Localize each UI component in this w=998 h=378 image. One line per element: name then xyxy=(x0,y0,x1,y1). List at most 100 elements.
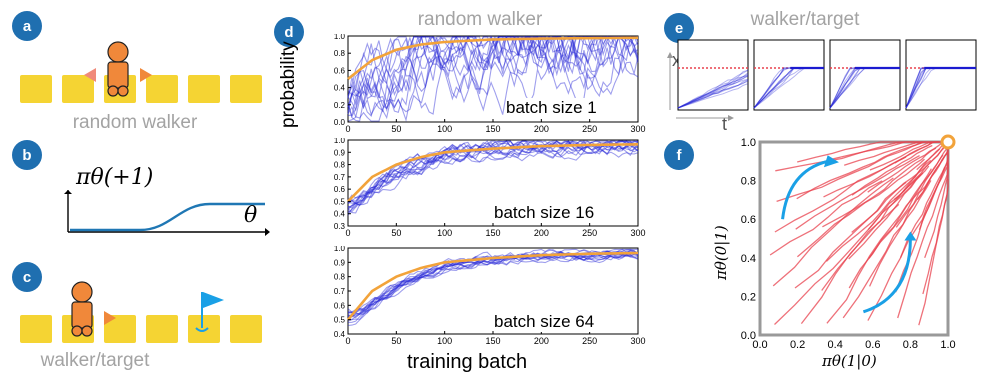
panel-d-ylabel: probability xyxy=(278,41,299,128)
trace-line xyxy=(347,140,639,209)
trace-line xyxy=(347,249,639,324)
floor-tile xyxy=(146,75,178,103)
panel-badge-f: f xyxy=(664,140,694,170)
floor-tile xyxy=(230,315,262,343)
flow-line xyxy=(893,142,949,200)
x-tick-label: 300 xyxy=(630,124,645,134)
y-tick-label: 1.0 xyxy=(334,138,346,145)
trace-line xyxy=(348,248,639,317)
x-tick-label: 0 xyxy=(345,228,350,238)
e-frame xyxy=(753,39,825,111)
trace-line xyxy=(347,35,638,118)
x-tick-label: 250 xyxy=(582,336,597,346)
x-tick-label: 200 xyxy=(534,336,549,346)
x-tick-label: 0 xyxy=(345,124,350,134)
x-tick-label: 0.2 xyxy=(790,339,805,351)
y-tick-label: 0.7 xyxy=(334,287,346,296)
trace-line xyxy=(347,140,639,209)
y-tick-label: 0.4 xyxy=(334,84,346,93)
panel-e-trajectories xyxy=(667,39,977,121)
flow-line xyxy=(818,141,923,165)
target-point xyxy=(940,134,956,150)
chart-d2-batch-16: 0 50 100 150 200 250 300 0.3 0.4 0.5 0.6 0.7 0.8 0.9 1… xyxy=(334,138,646,238)
trace-line xyxy=(347,140,639,208)
mean-curve xyxy=(347,36,639,81)
flow-line xyxy=(894,141,941,164)
floor-tile xyxy=(62,75,94,103)
y-tick-label: 0.8 xyxy=(334,49,346,58)
e-trajectory xyxy=(677,79,749,109)
x-tick-label: 0.8 xyxy=(903,339,918,351)
floor-tile xyxy=(146,315,178,343)
trace-line xyxy=(347,34,639,117)
x-tick-label: 200 xyxy=(534,124,549,134)
policy-ylabel: πθ(+1) xyxy=(76,165,154,190)
y-tick-label: 0.6 xyxy=(741,214,756,226)
flow-line xyxy=(868,154,944,259)
y-tick-label: 0.6 xyxy=(334,66,346,75)
x-tick-label: 100 xyxy=(437,228,452,238)
x-tick-label: 150 xyxy=(485,228,500,238)
panel-badge-e: e xyxy=(664,13,694,43)
sigmoid-plot xyxy=(64,190,270,236)
trace-line xyxy=(347,140,639,201)
y-tick-label: 0.8 xyxy=(334,161,346,170)
panel-f-xlabel: πθ(1|0) xyxy=(822,352,877,370)
e-trajectory xyxy=(677,75,749,109)
y-tick-label: 0.4 xyxy=(334,210,346,219)
trace-line xyxy=(347,36,639,122)
x-tick-label: 200 xyxy=(534,228,549,238)
trace-line xyxy=(347,35,639,112)
x-tick-label: 1.0 xyxy=(940,339,955,351)
chart-f-flow: 0.0 0.2 0.4 0.6 0.8 1.0 0.0 0.2 0.4 0.6 0.8 1.0 xyxy=(741,134,956,351)
chart-d3-batch-64: 0 50 100 150 200 250 300 0.4 0.5 0.6 0.7 0.8 0.9 1.0 xyxy=(334,246,646,346)
floor-tile xyxy=(20,315,52,343)
floor-tile xyxy=(188,75,220,103)
y-tick-label: 0.0 xyxy=(334,118,346,127)
y-tick-label: 0.8 xyxy=(334,273,346,282)
flow-line xyxy=(897,162,949,319)
x-tick-label: 250 xyxy=(582,124,597,134)
e-t-arrowhead xyxy=(728,115,734,121)
trace-line xyxy=(347,141,639,202)
mean-curve xyxy=(346,251,639,321)
target-flag-icon xyxy=(195,292,224,332)
x-tick-label: 100 xyxy=(437,124,452,134)
chart-d1-batch-1: 0 50 100 150 200 250 300 0.0 0.2 0.4 0.6 0.8 1.0 xyxy=(334,34,646,134)
e-frame xyxy=(905,39,977,111)
trace-line xyxy=(347,35,639,115)
x-tick-label: 100 xyxy=(437,336,452,346)
flow-arrowhead xyxy=(904,231,917,241)
panel-d-xlabel: training batch xyxy=(407,351,528,373)
y-tick-label: 0.0 xyxy=(741,330,756,342)
y-tick-label: 0.2 xyxy=(741,291,756,303)
flow-line xyxy=(869,180,932,287)
y-tick-label: 0.4 xyxy=(334,330,346,339)
x-tick-label: 0.0 xyxy=(752,339,767,351)
x-tick-label: 0 xyxy=(345,336,350,346)
x-tick-label: 50 xyxy=(391,124,401,134)
x-tick-label: 150 xyxy=(485,336,500,346)
flow-line xyxy=(796,142,922,200)
e-trajectory xyxy=(677,75,749,109)
trace-line xyxy=(347,140,639,205)
chart-d2-label: batch size 16 xyxy=(494,203,595,223)
e-trajectory xyxy=(677,69,749,109)
e-x-arrowhead xyxy=(667,52,673,58)
panel-e-t-letter: t xyxy=(722,114,728,134)
y-tick-label: 0.6 xyxy=(334,301,346,310)
trace-line xyxy=(347,140,639,204)
trace-line xyxy=(347,250,639,313)
panel-e-x-letter: x xyxy=(672,50,681,70)
flow-line xyxy=(825,159,932,262)
x-tick-label: 300 xyxy=(630,336,645,346)
trace-line xyxy=(347,34,639,122)
panel-badge-b: b xyxy=(12,140,42,170)
flow-arrow xyxy=(862,238,912,314)
y-tick-label: 1.0 xyxy=(741,137,756,149)
x-tick-label: 150 xyxy=(485,124,500,134)
e-trajectory xyxy=(677,79,749,109)
walker-icon xyxy=(71,281,116,337)
panel-d-title: random walker xyxy=(417,9,543,30)
flow-line xyxy=(769,180,883,256)
